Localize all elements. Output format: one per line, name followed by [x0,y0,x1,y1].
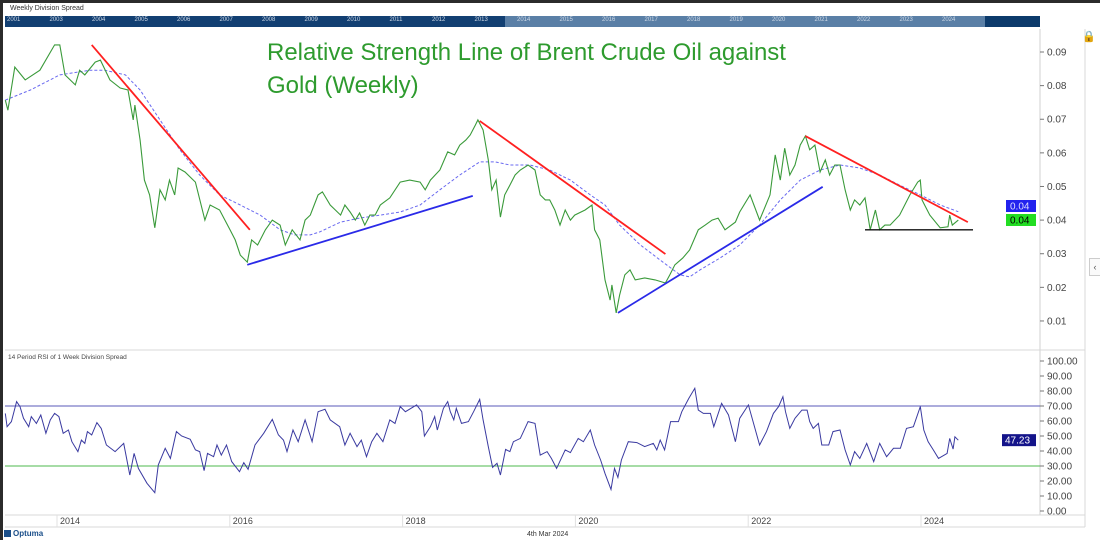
navigator-year-label: 2020 [772,17,786,23]
rsi-line [4,386,959,494]
y-tick-label: 0.05 [1047,182,1067,193]
navigator-year-label: 2009 [304,17,318,23]
optuma-logo: Optuma [4,529,43,538]
lock-icon[interactable]: 🔒 [1082,31,1096,43]
navigator-year-label: 2001 [7,17,21,23]
x-tick-label: 2024 [924,516,944,526]
red-trendline [479,120,666,255]
chart-header-label: Weekly Division Spread [10,5,84,12]
rsi-y-tick-label: 60.00 [1047,417,1072,428]
rsi-panel-title: 14 Period RSI of 1 Week Division Spread [8,354,127,361]
y-tick-label: 0.01 [1047,316,1067,327]
navigator-year-label: 2018 [687,17,701,23]
rsi-y-tick-label: 70.00 [1047,402,1072,413]
navigator-year-label: 2003 [49,17,63,23]
rsi-y-tick-label: 0.00 [1047,507,1067,518]
blue-trendline [246,195,474,266]
y-tick-label: 0.02 [1047,283,1067,294]
logo-text: Optuma [13,529,44,538]
x-tick-label: 2016 [233,516,253,526]
rsi-y-tick-label: 90.00 [1047,372,1072,383]
navigator-year-label: 2008 [262,17,276,23]
red-trendline [804,135,969,223]
navigator-end-handle[interactable] [985,16,1040,27]
rsi-y-tick-label: 40.00 [1047,447,1072,458]
navigator-year-label: 2023 [899,17,913,23]
y-tick-label: 0.07 [1047,115,1067,126]
rsi-y-tick-label: 50.00 [1047,432,1072,443]
navigator-year-label: 2004 [92,17,106,23]
navigator-year-label: 2019 [729,17,743,23]
navigator-year-label: 2013 [474,17,488,23]
rsi-y-tick-label: 100.00 [1047,357,1078,368]
rsi-last-value-label: 47.23 [1005,436,1030,447]
y-tick-label: 0.09 [1047,48,1067,59]
rsi-last-value-badge [1002,434,1036,447]
navigator-year-label: 2021 [814,17,828,23]
navigator-year-label: 2024 [942,17,956,23]
navigator-scrollbar[interactable]: 2001 2003 2004 2005 2006 2007 2008 2009 2010 2011… [5,16,1040,27]
navigator-year-label: 2011 [389,17,403,23]
red-trendline [91,44,251,231]
navigator-year-label: 2010 [347,17,361,23]
navigator-year-label: 2016 [602,17,616,23]
price-last-value-badge [1006,214,1036,226]
x-tick-label: 2014 [60,516,80,526]
moving-average-line [5,69,959,278]
x-tick-label: 2018 [406,516,426,526]
chevron-left-icon[interactable]: ‹ [1089,258,1100,276]
navigator-year-label: 2007 [219,17,233,23]
x-tick-label: 2020 [578,516,598,526]
ma-last-value-label: 0.04 [1010,202,1030,213]
relative-strength-line [4,44,959,314]
chart-title: Relative Strength Line of Brent Crude Oi… [267,39,786,99]
navigator-year-label: 2012 [432,17,446,23]
navigator-visible-window[interactable] [5,16,505,27]
blue-trendline [617,186,824,314]
x-tick-label: 2022 [751,516,771,526]
logo-mark [4,530,11,537]
price-last-value-label: 0.04 [1010,216,1030,227]
rsi-y-tick-label: 30.00 [1047,462,1072,473]
y-tick-label: 0.04 [1047,216,1067,227]
rsi-y-tick-label: 10.00 [1047,492,1072,503]
rsi-y-tick-label: 80.00 [1047,387,1072,398]
footer-date: 4th Mar 2024 [527,531,569,538]
y-tick-label: 0.06 [1047,148,1067,159]
navigator-year-label: 2005 [134,17,148,23]
navigator-year-label: 2006 [177,17,191,23]
navigator-year-label: 2014 [517,17,531,23]
navigator-year-label: 2017 [644,17,658,23]
ma-last-value-badge [1006,200,1036,212]
y-tick-label: 0.08 [1047,81,1067,92]
rsi-y-tick-label: 20.00 [1047,477,1072,488]
y-tick-label: 0.03 [1047,249,1067,260]
window-left-border [0,0,3,540]
navigator-year-label: 2022 [857,17,871,23]
window-top-border [0,0,1100,3]
navigator-year-label: 2015 [559,17,573,23]
